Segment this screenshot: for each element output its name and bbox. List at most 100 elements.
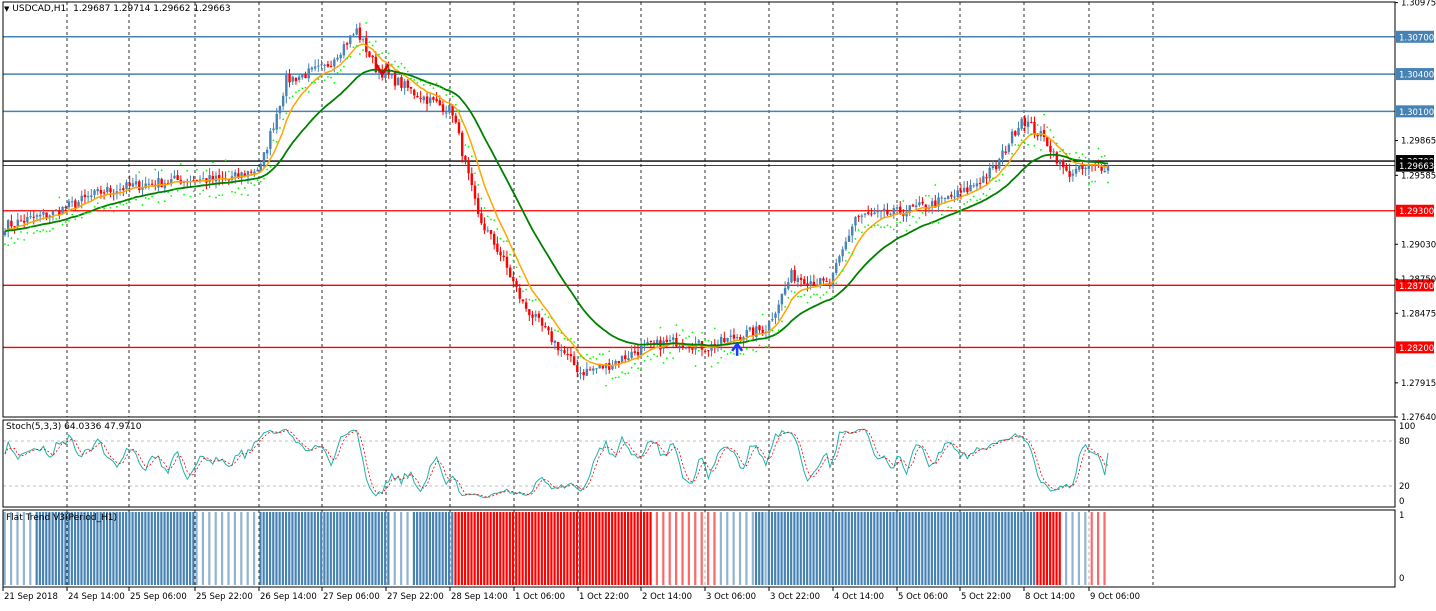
candle-body (729, 335, 732, 337)
sar-dot (899, 221, 902, 224)
flat-trend-bar (310, 512, 313, 585)
sar-dot (1052, 136, 1055, 139)
candle-body (790, 269, 793, 283)
flat-trend-bar (911, 512, 914, 585)
sar-dot (608, 350, 611, 353)
flat-trend-bar (326, 512, 329, 585)
sar-dot (1100, 155, 1103, 158)
candle-body (771, 319, 774, 321)
flat-trend-bar (949, 512, 953, 585)
flat-trend-bar (371, 512, 374, 585)
sar-dot (1027, 143, 1029, 146)
candle-body (806, 283, 809, 286)
flat-trend-bar (403, 512, 406, 585)
candle-body (962, 187, 966, 192)
flat-trend-bar (451, 512, 454, 585)
candle-body (195, 179, 199, 182)
candle-body (876, 210, 880, 213)
flat-trend-bar (815, 512, 818, 585)
candle-body (368, 51, 371, 57)
sar-dot (534, 298, 537, 301)
sar-dot (7, 244, 10, 247)
flat-trend-bar (729, 512, 732, 585)
flat-trend-bar (230, 512, 233, 585)
candle-body (524, 302, 528, 309)
flat-trend-bar (863, 512, 866, 585)
candle-body (1004, 151, 1007, 153)
flat-trend-bar (588, 512, 591, 585)
flat-trend-bar (70, 512, 73, 585)
flat-trend-bar (700, 512, 703, 585)
flat-trend-bar (674, 512, 678, 585)
flat-trend-bar (35, 512, 38, 585)
candle-body (793, 269, 796, 281)
sar-dot (381, 52, 384, 55)
sar-dot (100, 206, 102, 209)
flat-trend-bar (975, 512, 978, 585)
flat-trend-bar (339, 512, 342, 585)
candle-body (1078, 165, 1081, 170)
sar-dot (924, 194, 927, 197)
flat-trend-bar (352, 512, 355, 585)
candle-body (349, 35, 352, 44)
sar-dot (780, 320, 783, 323)
sar-dot (403, 66, 406, 69)
flat-trend-bar (671, 512, 674, 585)
sar-dot (144, 197, 147, 199)
sar-dot (860, 231, 863, 234)
sar-dot (330, 76, 333, 79)
candle-body (726, 338, 729, 342)
candle-body (438, 100, 442, 106)
flat-trend-bar (515, 512, 518, 585)
sar-dot (940, 213, 943, 216)
flat-trend-bar (1029, 512, 1033, 585)
sar-dot (195, 168, 198, 171)
sar-dot (131, 197, 134, 199)
sar-dot (522, 290, 524, 293)
candle-body (1010, 131, 1014, 144)
flat-trend-bar (291, 512, 294, 585)
candle-body (652, 342, 656, 344)
sar-dot (42, 229, 45, 232)
candle-body (464, 156, 467, 160)
flat-trend-bar (332, 512, 336, 585)
current-price-label: 1.29663 (1399, 162, 1434, 172)
candle-body (994, 165, 998, 170)
sar-dot (598, 353, 601, 356)
candle-body (342, 44, 346, 56)
candle-body (809, 281, 812, 287)
candle-body (329, 65, 333, 67)
flat-trend-bar (473, 512, 476, 585)
candle-body (528, 309, 531, 316)
flat-trend-bar (591, 512, 595, 585)
flat-trend-bar (850, 512, 854, 585)
sar-dot (803, 294, 806, 296)
sar-dot (768, 346, 771, 349)
sar-dot (170, 194, 173, 197)
candle-body (1042, 129, 1046, 138)
candle-body (572, 356, 576, 366)
candle-body (198, 179, 202, 181)
dropdown-triangle-icon[interactable]: ▼ (4, 5, 10, 13)
flat-trend-bar (428, 512, 432, 585)
sar-dot (480, 197, 483, 200)
candle-body (301, 74, 304, 78)
sar-dot (253, 184, 256, 187)
sar-dot (963, 203, 966, 205)
flat-trend-bar (479, 512, 483, 585)
flat-trend-bar (86, 512, 89, 585)
sar-dot (1049, 128, 1052, 131)
flat-trend-bar (1033, 512, 1036, 585)
candle-body (352, 34, 355, 36)
flat-trend-bar (748, 512, 751, 585)
candle-body (732, 334, 736, 339)
candle-body (953, 196, 956, 198)
sar-dot (384, 56, 387, 59)
candle-body (22, 220, 26, 223)
sar-dot (192, 190, 195, 193)
sar-dot (765, 345, 767, 348)
sar-dot (992, 177, 994, 180)
flat-trend-bar (652, 512, 655, 585)
sar-dot (665, 357, 668, 360)
